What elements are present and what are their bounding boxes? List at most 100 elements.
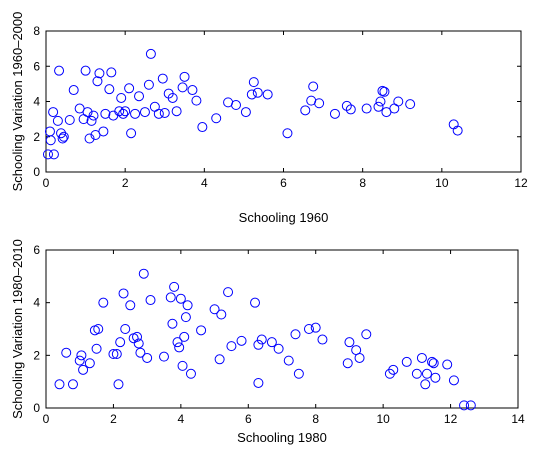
plot1-x-axis-label: Schooling 1980 — [237, 430, 327, 445]
plot1-data-point — [420, 379, 431, 390]
plot1-data-point — [67, 379, 78, 390]
plot0-data-point — [84, 133, 95, 144]
plot1-data-point — [354, 352, 365, 363]
plot1-data-point — [74, 355, 85, 366]
plot0-data-point — [405, 99, 416, 110]
plot0-data-point — [98, 126, 109, 137]
plot0-data-point — [134, 91, 145, 102]
plot1-y-axis-label: Schooling Variation 1980–2010 — [10, 239, 25, 419]
plot1-data-point — [290, 329, 301, 340]
plot1-data-point — [165, 292, 176, 303]
plot0-data-point — [88, 110, 99, 121]
plot1-data-point — [384, 368, 395, 379]
plot1-data-point — [61, 347, 72, 358]
plot0-data-point — [68, 85, 79, 96]
plot0-data-point — [171, 106, 182, 117]
plot0-data-point — [262, 89, 273, 100]
plot1-data-point — [293, 368, 304, 379]
plot1-data-point — [411, 368, 422, 379]
plot1-data-point — [226, 341, 237, 352]
plot1-data-point — [115, 337, 126, 348]
plot1-data-point — [138, 268, 149, 279]
plot1-data-point — [84, 358, 95, 369]
plot0-data-point — [54, 65, 65, 76]
plot0-data-point — [246, 89, 257, 100]
plot1-data-point — [169, 281, 180, 292]
plot1-data-point — [209, 304, 220, 315]
plot1-data-point — [317, 334, 328, 345]
plot1-y-tick-label: 4 — [33, 296, 40, 310]
plot1-x-tick-label: 4 — [178, 412, 185, 426]
plot1-data-point — [120, 324, 131, 334]
plot0-data-point — [94, 68, 105, 79]
plot0-data-point — [167, 92, 178, 103]
plot1-data-point — [174, 342, 185, 353]
plot1-data-point — [133, 338, 144, 349]
plot0-data-point — [118, 108, 129, 119]
plot0-data-point — [341, 100, 352, 111]
plot1-data-point — [179, 331, 190, 342]
plot0-data-point — [377, 85, 388, 96]
plot1-data-point — [448, 375, 459, 386]
plot0-data-point — [231, 100, 241, 111]
plot0-data-point — [143, 79, 154, 90]
plot0-data-point — [108, 110, 119, 121]
plot0-x-tick-label: 12 — [514, 176, 528, 190]
plot1-data-point — [196, 325, 207, 336]
plot1-data-point — [167, 318, 178, 329]
plot-top: 0 2 4 6 8 10 12 0 2 4 6 8 Schooling 1960 Schooling Va… — [10, 12, 528, 225]
plot1-data-point — [125, 300, 136, 311]
plot1-y-tick-label: 2 — [33, 348, 40, 362]
plot0-axes-box — [45, 30, 522, 173]
plot1-data-point — [256, 334, 267, 345]
plot0-x-tick-label: 6 — [280, 176, 287, 190]
plot1-data-point — [182, 300, 193, 311]
plot1-data-point — [388, 364, 399, 375]
plot0-data-point — [157, 73, 168, 84]
plot1-data-point — [465, 400, 476, 411]
plot0-x-tick-label: 4 — [201, 176, 208, 190]
plot1-data-point — [214, 354, 225, 365]
plot0-data-point — [130, 108, 141, 119]
plot1-data-point — [216, 309, 227, 320]
plot1-data-point — [54, 379, 65, 390]
plot0-data-point — [248, 77, 259, 88]
plot1-y-tick-label: 6 — [33, 243, 40, 257]
plot1-data-point — [175, 293, 186, 304]
plot0-y-tick-label: 0 — [33, 165, 40, 179]
plot1-x-tick-label: 12 — [444, 412, 458, 426]
plot1-x-tick-label: 0 — [43, 412, 50, 426]
plot-bottom: 0 2 4 6 8 10 12 14 0 2 4 6 Schooling 1980 Schooling V… — [10, 239, 525, 445]
plot0-data-point — [187, 85, 198, 96]
plot1-data-point — [113, 379, 124, 390]
plot0-data-point — [58, 131, 69, 142]
plot0-data-point — [329, 108, 340, 119]
plot1-data-point — [135, 347, 146, 358]
plot1-data-point — [93, 324, 104, 334]
plot1-data-point — [303, 324, 314, 334]
plot0-data-point — [86, 115, 97, 126]
plot0-data-point — [179, 71, 190, 82]
plot1-data-point — [142, 352, 153, 363]
plot0-data-point — [282, 128, 293, 139]
plot1-data-point — [416, 352, 427, 363]
plot0-data-point — [177, 82, 188, 93]
plot0-data-point — [106, 67, 117, 78]
plot0-x-tick-label: 10 — [435, 176, 449, 190]
plot0-data-point — [92, 76, 103, 87]
plot1-data-point — [78, 364, 89, 375]
plot0-data-point — [389, 103, 400, 114]
plot0-data-point — [124, 83, 135, 94]
plot1-data-point — [283, 355, 294, 366]
plot0-data-point — [197, 122, 208, 133]
plot0-data-point — [145, 48, 156, 59]
plot0-data-point — [42, 149, 53, 160]
plot0-y-tick-label: 8 — [33, 24, 40, 38]
plot0-data-point — [153, 108, 164, 119]
plot0-y-tick-label: 6 — [33, 59, 40, 73]
plot1-data-point — [108, 349, 119, 360]
plot1-data-point — [118, 288, 129, 299]
plot0-data-point — [211, 113, 222, 124]
plot1-data-point — [172, 337, 183, 348]
